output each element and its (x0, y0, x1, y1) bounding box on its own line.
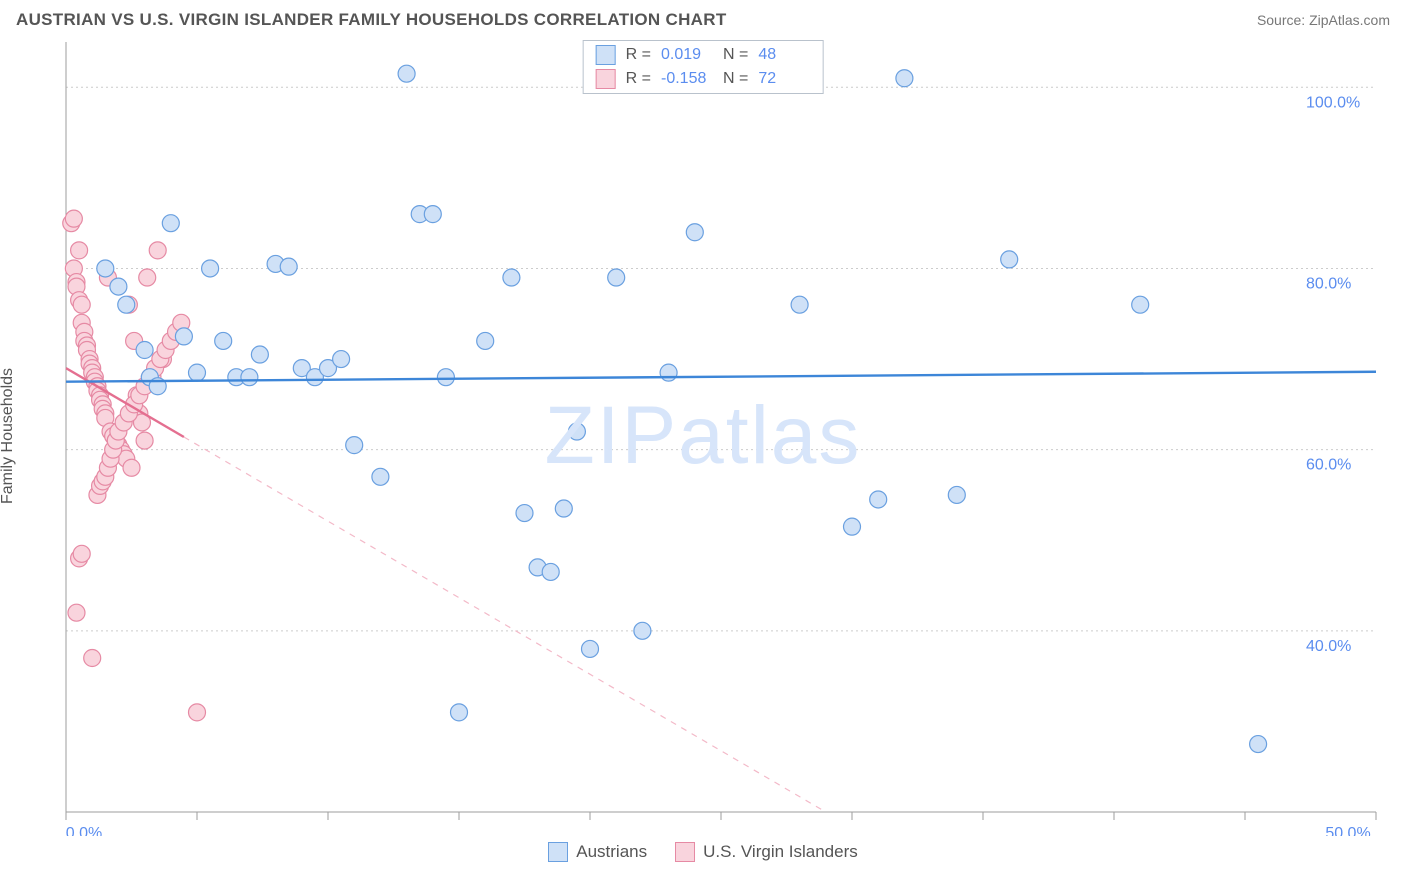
y-axis-label: Family Households (0, 368, 17, 504)
data-point (1250, 736, 1267, 753)
legend-row: R = 0.019 N = 48 (584, 43, 823, 67)
data-point (73, 545, 90, 562)
legend-item: Austrians (548, 842, 647, 862)
svg-text:40.0%: 40.0% (1306, 638, 1351, 655)
legend-swatch (548, 842, 568, 862)
data-point (424, 206, 441, 223)
legend-item: U.S. Virgin Islanders (675, 842, 858, 862)
legend-swatch (596, 69, 616, 89)
data-point (162, 215, 179, 232)
data-point (136, 432, 153, 449)
legend-swatch (596, 45, 616, 65)
data-point (189, 704, 206, 721)
data-point (451, 704, 468, 721)
data-point (149, 242, 166, 259)
legend-swatch (675, 842, 695, 862)
data-point (136, 342, 153, 359)
data-point (870, 491, 887, 508)
r-label: R = (626, 70, 651, 88)
data-point (372, 468, 389, 485)
r-label: R = (626, 46, 651, 64)
n-label: N = (723, 46, 748, 64)
data-point (251, 346, 268, 363)
data-point (333, 351, 350, 368)
chart-title: AUSTRIAN VS U.S. VIRGIN ISLANDER FAMILY … (16, 10, 727, 30)
legend-label: U.S. Virgin Islanders (703, 842, 858, 862)
data-point (608, 269, 625, 286)
data-point (65, 210, 82, 227)
data-point (503, 269, 520, 286)
data-point (1001, 251, 1018, 268)
data-point (280, 258, 297, 275)
data-point (73, 296, 90, 313)
data-point (582, 640, 599, 657)
correlation-legend: R = 0.019 N = 48 R = -0.158 N = 72 (583, 40, 824, 94)
series-legend: Austrians U.S. Virgin Islanders (0, 842, 1406, 862)
data-point (97, 260, 114, 277)
data-point (346, 437, 363, 454)
data-point (791, 296, 808, 313)
data-point (896, 70, 913, 87)
data-point (110, 278, 127, 295)
svg-text:0.0%: 0.0% (66, 825, 102, 836)
n-value: 48 (758, 46, 810, 64)
data-point (398, 65, 415, 82)
source-attribution: Source: ZipAtlas.com (1257, 12, 1390, 28)
scatter-chart: 40.0% 60.0% 80.0% 100.0% 0.0% 50.0% (16, 36, 1390, 836)
data-point (189, 364, 206, 381)
data-point (686, 224, 703, 241)
data-point (437, 369, 454, 386)
data-point (844, 518, 861, 535)
n-label: N = (723, 70, 748, 88)
data-point (542, 563, 559, 580)
data-point (948, 486, 965, 503)
data-point (215, 332, 232, 349)
data-point (68, 604, 85, 621)
r-value: 0.019 (661, 46, 713, 64)
data-point (568, 423, 585, 440)
data-point (660, 364, 677, 381)
data-point (84, 650, 101, 667)
data-point (139, 269, 156, 286)
chart-container: Family Households ZIPatlas 40.0%60.0%80.… (16, 36, 1390, 836)
legend-row: R = -0.158 N = 72 (584, 67, 823, 91)
legend-label: Austrians (576, 842, 647, 862)
header-row: AUSTRIAN VS U.S. VIRGIN ISLANDER FAMILY … (0, 0, 1406, 36)
n-value: 72 (758, 70, 810, 88)
data-point (118, 296, 135, 313)
r-value: -0.158 (661, 70, 713, 88)
data-point (241, 369, 258, 386)
data-point (123, 459, 140, 476)
data-point (1132, 296, 1149, 313)
svg-text:100.0%: 100.0% (1306, 94, 1360, 111)
svg-text:80.0%: 80.0% (1306, 275, 1351, 292)
svg-text:60.0%: 60.0% (1306, 457, 1351, 474)
svg-text:50.0%: 50.0% (1325, 825, 1370, 836)
data-point (71, 242, 88, 259)
data-point (477, 332, 494, 349)
data-point (555, 500, 572, 517)
data-point (634, 622, 651, 639)
data-point (175, 328, 192, 345)
data-point (516, 505, 533, 522)
data-point (202, 260, 219, 277)
